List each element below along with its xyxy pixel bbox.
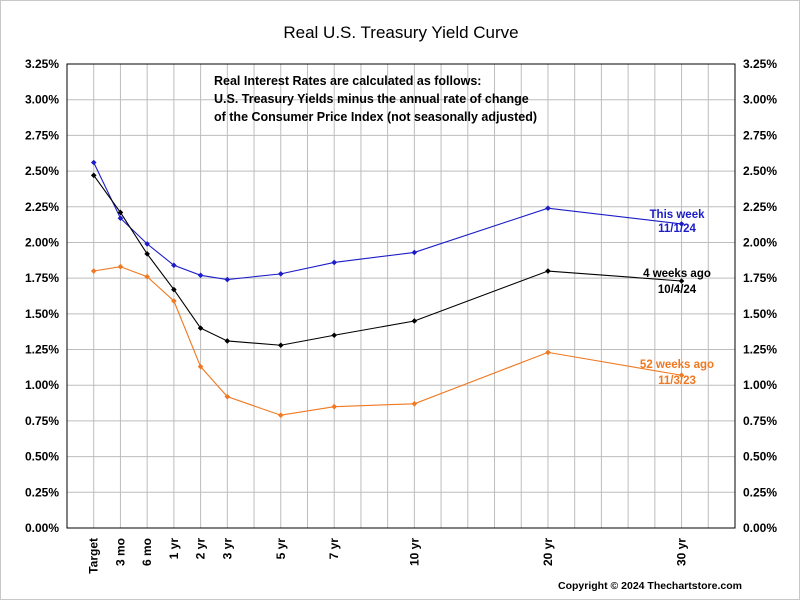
plot-area-border bbox=[66, 63, 736, 529]
annotation-line-3: of the Consumer Price Index (not seasona… bbox=[214, 110, 537, 124]
data-point bbox=[545, 205, 551, 211]
x-tick-label: 10 yr bbox=[407, 538, 421, 566]
data-point bbox=[331, 259, 337, 266]
y-tick-label-left: 1.00% bbox=[25, 378, 59, 392]
data-point bbox=[90, 268, 97, 274]
series-label-name: 4 weeks ago bbox=[643, 268, 711, 280]
data-point bbox=[90, 172, 97, 179]
series-label-name: This week bbox=[650, 209, 706, 221]
y-tick-label-left: 0.50% bbox=[25, 450, 59, 464]
data-point bbox=[171, 298, 177, 304]
data-point bbox=[117, 263, 124, 270]
y-tick-label-left: 0.00% bbox=[25, 521, 59, 535]
series-label-date: 11/3/23 bbox=[658, 375, 696, 387]
x-tick-label: 1 yr bbox=[167, 538, 181, 560]
data-point bbox=[678, 278, 685, 284]
y-tick-label-left: 3.25% bbox=[25, 57, 59, 71]
y-tick-label-right: 0.50% bbox=[743, 450, 777, 464]
annotation-note: Real Interest Rates are calculated as fo… bbox=[214, 74, 537, 124]
series-label-date: 11/1/24 bbox=[658, 223, 696, 235]
y-axis-left: 0.00% 0.25% 0.50% 0.75% 1.00% 1.25% 1.50% 1.75%… bbox=[25, 57, 59, 535]
y-tick-label-right: 0.00% bbox=[743, 521, 777, 535]
series-labels: This week 11/1/24 4 weeks ago 10/4/24 52 wee… bbox=[640, 209, 714, 387]
x-tick-label: 3 mo bbox=[113, 538, 127, 566]
x-tick-label: 6 mo bbox=[140, 538, 154, 566]
y-tick-label-left: 0.75% bbox=[25, 414, 59, 428]
x-tick-label: 5 yr bbox=[274, 538, 288, 560]
data-point bbox=[678, 221, 685, 227]
data-point bbox=[197, 363, 204, 370]
data-point bbox=[117, 209, 124, 216]
y-tick-label-left: 3.00% bbox=[25, 93, 59, 107]
y-tick-label-left: 2.00% bbox=[25, 235, 59, 249]
y-tick-label-left: 1.75% bbox=[25, 271, 59, 285]
y-tick-label-right: 2.75% bbox=[743, 128, 777, 142]
copyright-text: Copyright © 2024 Thechartstore.com bbox=[558, 580, 742, 592]
data-point bbox=[171, 286, 177, 293]
series-label-name: 52 weeks ago bbox=[640, 359, 714, 371]
data-point bbox=[144, 273, 150, 280]
y-tick-label-left: 2.25% bbox=[25, 200, 59, 214]
series-group bbox=[90, 159, 685, 419]
series-label-date: 10/4/24 bbox=[658, 284, 697, 296]
data-point bbox=[277, 342, 284, 349]
chart-title: Real U.S. Treasury Yield Curve bbox=[283, 23, 518, 42]
data-point bbox=[545, 268, 551, 274]
grid-lines bbox=[67, 63, 735, 529]
y-tick-label-right: 0.25% bbox=[743, 485, 777, 499]
y-tick-label-right: 1.00% bbox=[743, 378, 777, 392]
annotation-line-2: U.S. Treasury Yields minus the annual ra… bbox=[214, 92, 529, 106]
data-point bbox=[224, 393, 231, 400]
data-point bbox=[277, 412, 284, 419]
y-tick-label-right: 2.25% bbox=[743, 200, 777, 214]
x-tick-label: 20 yr bbox=[541, 538, 555, 566]
data-point bbox=[331, 403, 337, 410]
x-tick-label: Target bbox=[87, 538, 101, 574]
y-tick-label-left: 2.50% bbox=[25, 164, 59, 178]
data-point bbox=[411, 249, 418, 256]
data-point bbox=[224, 276, 231, 283]
y-tick-label-left: 1.50% bbox=[25, 307, 59, 321]
y-tick-label-right: 1.75% bbox=[743, 271, 777, 285]
y-axis-right: 0.00% 0.25% 0.50% 0.75% 1.00% 1.25% 1.50% 1.75%… bbox=[743, 57, 777, 535]
y-tick-label-right: 3.00% bbox=[743, 93, 777, 107]
data-point bbox=[197, 325, 204, 331]
data-point bbox=[144, 251, 150, 257]
data-point bbox=[224, 338, 231, 344]
data-point bbox=[678, 372, 685, 379]
data-point bbox=[90, 159, 97, 166]
y-tick-label-right: 3.25% bbox=[743, 57, 777, 71]
data-point bbox=[331, 332, 337, 339]
data-point bbox=[197, 272, 204, 279]
y-tick-label-left: 2.75% bbox=[25, 128, 59, 142]
data-point bbox=[117, 215, 124, 221]
data-point bbox=[144, 241, 150, 247]
x-axis: Target 3 mo 6 mo 1 yr 2 yr 3 yr 5 yr 7 yr 10 yr 2… bbox=[87, 538, 689, 574]
y-tick-label-right: 0.75% bbox=[743, 414, 777, 428]
y-tick-label-right: 2.50% bbox=[743, 164, 777, 178]
y-tick-label-right: 1.25% bbox=[743, 343, 777, 357]
data-point bbox=[545, 349, 551, 356]
x-tick-label: 30 yr bbox=[675, 538, 689, 566]
y-tick-label-right: 2.00% bbox=[743, 235, 777, 249]
data-point bbox=[171, 262, 177, 269]
y-tick-label-left: 0.25% bbox=[25, 485, 59, 499]
y-tick-label-right: 1.50% bbox=[743, 307, 777, 321]
x-tick-label: 2 yr bbox=[194, 538, 208, 560]
data-point bbox=[411, 318, 418, 324]
y-tick-label-left: 1.25% bbox=[25, 343, 59, 357]
x-tick-label: 7 yr bbox=[327, 538, 341, 560]
x-tick-label: 3 yr bbox=[220, 538, 234, 560]
data-point bbox=[277, 271, 284, 277]
data-point bbox=[411, 400, 418, 407]
annotation-line-1: Real Interest Rates are calculated as fo… bbox=[214, 74, 481, 88]
